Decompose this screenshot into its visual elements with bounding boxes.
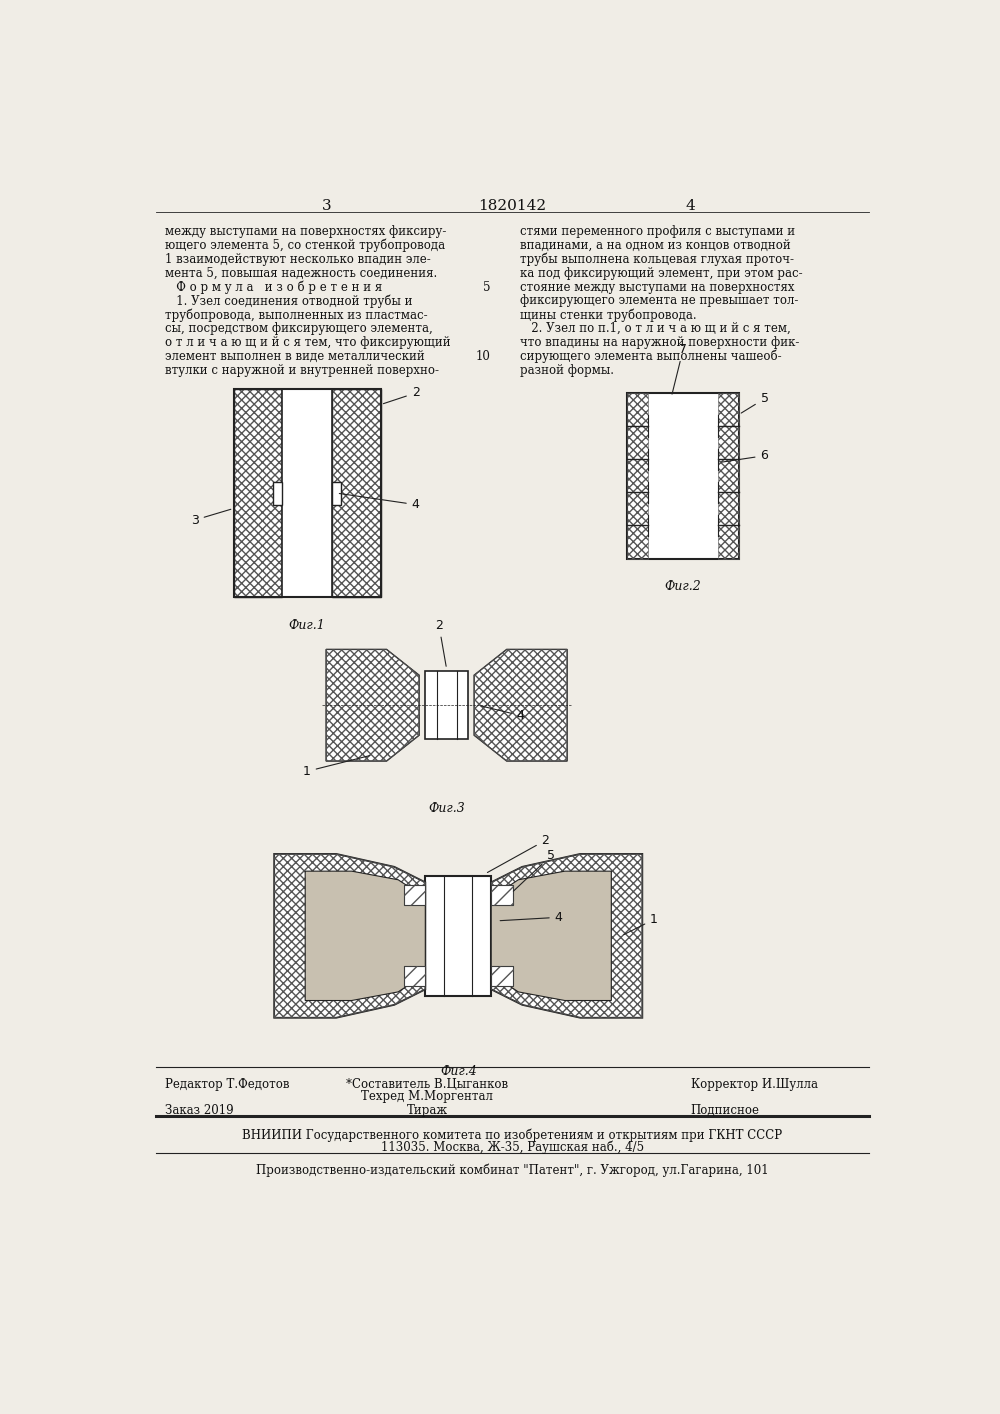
Bar xyxy=(425,672,468,740)
Polygon shape xyxy=(474,649,567,761)
Text: трубы выполнена кольцевая глухая проточ-: трубы выполнена кольцевая глухая проточ- xyxy=(520,253,794,266)
Bar xyxy=(718,426,739,460)
Text: что впадины на наружной поверхности фик-: что впадины на наружной поверхности фик- xyxy=(520,337,800,349)
Text: 4: 4 xyxy=(686,199,696,214)
Text: Ф о р м у л а   и з о б р е т е н и я: Ф о р м у л а и з о б р е т е н и я xyxy=(165,280,383,294)
Text: Заказ 2019: Заказ 2019 xyxy=(165,1104,234,1117)
Text: Фиг.3: Фиг.3 xyxy=(428,802,465,814)
Bar xyxy=(627,393,739,559)
Text: стями переменного профиля с выступами и: стями переменного профиля с выступами и xyxy=(520,225,795,238)
Text: Техред М.Моргентал: Техред М.Моргентал xyxy=(361,1090,493,1103)
Bar xyxy=(718,526,739,559)
Text: 2: 2 xyxy=(383,386,420,403)
Bar xyxy=(234,389,381,597)
Text: Фиг.4: Фиг.4 xyxy=(440,1065,477,1079)
Text: 5: 5 xyxy=(483,280,491,294)
Bar xyxy=(718,460,739,492)
Text: 6: 6 xyxy=(722,450,768,462)
Text: Тираж: Тираж xyxy=(407,1104,448,1117)
Bar xyxy=(627,426,648,460)
Polygon shape xyxy=(326,649,419,761)
Bar xyxy=(425,877,491,995)
Bar xyxy=(332,389,381,597)
Text: впадинами, а на одном из концов отводной: впадинами, а на одном из концов отводной xyxy=(520,239,791,252)
Text: 2. Узел по п.1, о т л и ч а ю щ и й с я тем,: 2. Узел по п.1, о т л и ч а ю щ и й с я … xyxy=(520,322,791,335)
Polygon shape xyxy=(491,885,513,905)
Polygon shape xyxy=(491,966,513,987)
Text: 2: 2 xyxy=(487,834,549,872)
Text: ВНИИПИ Государственного комитета по изобретениям и открытиям при ГКНТ СССР: ВНИИПИ Государственного комитета по изоб… xyxy=(242,1128,783,1143)
Text: ющего элемента 5, со стенкой трубопровода: ющего элемента 5, со стенкой трубопровод… xyxy=(165,239,445,253)
Text: 4: 4 xyxy=(339,493,420,510)
Text: 3: 3 xyxy=(191,509,231,526)
Text: разной формы.: разной формы. xyxy=(520,363,614,376)
Text: Корректор И.Шулла: Корректор И.Шулла xyxy=(691,1077,818,1090)
Text: 1. Узел соединения отводной трубы и: 1. Узел соединения отводной трубы и xyxy=(165,294,413,308)
Bar xyxy=(332,389,381,597)
Bar xyxy=(234,389,282,597)
Bar xyxy=(718,492,739,526)
Polygon shape xyxy=(491,871,611,1001)
Polygon shape xyxy=(305,871,425,1001)
Bar xyxy=(282,389,332,597)
Text: сы, посредством фиксирующего элемента,: сы, посредством фиксирующего элемента, xyxy=(165,322,433,335)
Text: 1: 1 xyxy=(624,913,658,935)
Text: 2: 2 xyxy=(435,618,446,666)
Bar xyxy=(627,526,648,559)
Text: стояние между выступами на поверхностях: стояние между выступами на поверхностях xyxy=(520,280,795,294)
Text: 5: 5 xyxy=(741,392,768,413)
Text: щины стенки трубопровода.: щины стенки трубопровода. xyxy=(520,308,697,322)
Bar xyxy=(718,393,739,426)
Text: 1820142: 1820142 xyxy=(478,199,547,214)
Text: Редактор Т.Федотов: Редактор Т.Федотов xyxy=(165,1077,290,1090)
Bar xyxy=(273,482,282,505)
Bar xyxy=(332,482,341,505)
Polygon shape xyxy=(274,854,425,1018)
Polygon shape xyxy=(404,885,425,905)
Text: Подписное: Подписное xyxy=(691,1104,760,1117)
Text: 1: 1 xyxy=(303,755,370,778)
Text: *Составитель В.Цыганков: *Составитель В.Цыганков xyxy=(346,1077,508,1090)
Text: 7: 7 xyxy=(672,344,687,395)
Text: Фиг.1: Фиг.1 xyxy=(289,618,326,632)
Text: фиксирующего элемента не превышает тол-: фиксирующего элемента не превышает тол- xyxy=(520,294,799,307)
Text: мента 5, повышая надежность соединения.: мента 5, повышая надежность соединения. xyxy=(165,267,438,280)
Bar xyxy=(627,460,648,492)
Text: 5: 5 xyxy=(513,850,555,891)
Text: 4: 4 xyxy=(481,706,525,723)
Text: сирующего элемента выполнены чашеоб-: сирующего элемента выполнены чашеоб- xyxy=(520,349,782,363)
Text: о т л и ч а ю щ и й с я тем, что фиксирующий: о т л и ч а ю щ и й с я тем, что фиксиру… xyxy=(165,337,451,349)
Text: Фиг.2: Фиг.2 xyxy=(665,580,701,592)
Text: 3: 3 xyxy=(322,199,331,214)
Text: ка под фиксирующий элемент, при этом рас-: ка под фиксирующий элемент, при этом рас… xyxy=(520,267,803,280)
Bar xyxy=(627,492,648,526)
Text: 1 взаимодействуют несколько впадин эле-: 1 взаимодействуют несколько впадин эле- xyxy=(165,253,431,266)
Text: 10: 10 xyxy=(476,349,491,363)
Polygon shape xyxy=(491,854,642,1018)
Text: 113035. Москва, Ж-35, Раушская наб., 4/5: 113035. Москва, Ж-35, Раушская наб., 4/5 xyxy=(381,1141,644,1154)
Text: Производственно-издательский комбинат "Патент", г. Ужгород, ул.Гагарина, 101: Производственно-издательский комбинат "П… xyxy=(256,1164,769,1178)
Text: между выступами на поверхностях фиксиру-: между выступами на поверхностях фиксиру- xyxy=(165,225,447,238)
Bar xyxy=(627,393,648,426)
Text: втулки с наружной и внутренней поверхно-: втулки с наружной и внутренней поверхно- xyxy=(165,363,439,376)
Text: элемент выполнен в виде металлический: элемент выполнен в виде металлический xyxy=(165,349,425,363)
Polygon shape xyxy=(404,966,425,987)
Bar xyxy=(234,389,282,597)
Text: 4: 4 xyxy=(500,911,563,923)
Text: трубопровода, выполненных из пластмас-: трубопровода, выполненных из пластмас- xyxy=(165,308,428,322)
